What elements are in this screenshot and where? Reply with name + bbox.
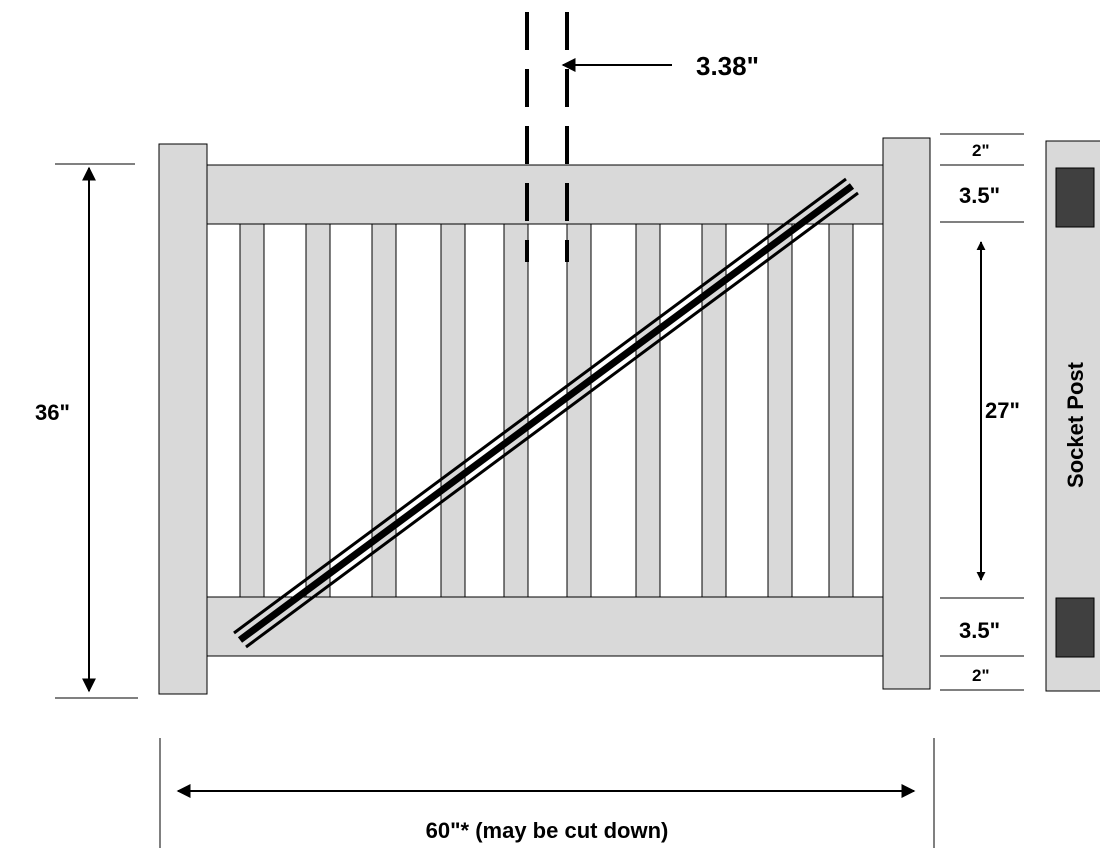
picket xyxy=(566,223,592,598)
top-rail xyxy=(206,164,884,225)
socket-top xyxy=(1055,167,1095,228)
diagonal-brace xyxy=(233,177,859,649)
picket xyxy=(305,223,331,598)
top-cap-label: 2" xyxy=(972,141,990,160)
bottom-rail-label: 3.5" xyxy=(959,618,1000,643)
rail-dimension-lines xyxy=(940,133,1024,691)
picket-height-label: 27" xyxy=(985,398,1020,423)
right-post xyxy=(882,137,931,690)
socket-post-label: Socket Post xyxy=(1063,361,1088,488)
width-dimension xyxy=(159,738,935,848)
bottom-rail xyxy=(206,596,884,657)
spacing-label: 3.38" xyxy=(696,51,759,81)
picket xyxy=(239,223,265,598)
picket xyxy=(767,223,793,598)
bottom-cap-label: 2" xyxy=(972,666,990,685)
socket-bottom xyxy=(1055,597,1095,658)
width-label: 60"* (may be cut down) xyxy=(426,818,669,843)
picket xyxy=(635,223,661,598)
picket xyxy=(503,223,529,598)
picket xyxy=(828,223,854,598)
picket xyxy=(440,223,466,598)
height-dimension xyxy=(55,163,138,699)
spacing-dashes xyxy=(525,12,569,262)
left-post xyxy=(158,143,208,695)
height-label: 36" xyxy=(35,400,70,425)
top-rail-label: 3.5" xyxy=(959,183,1000,208)
